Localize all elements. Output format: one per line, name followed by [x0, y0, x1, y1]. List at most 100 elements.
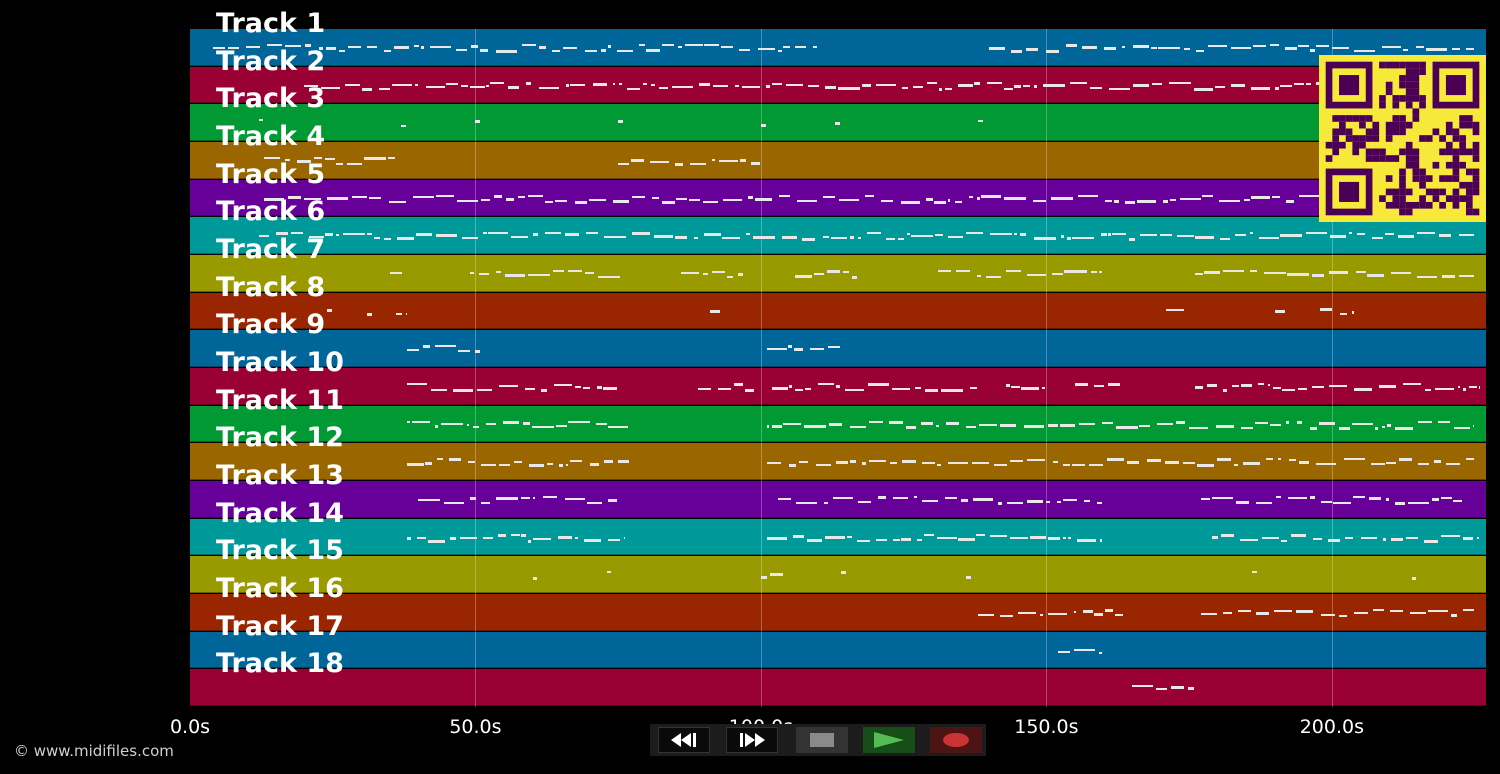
midi-note [799, 461, 809, 464]
track-label: Track 4 [216, 121, 326, 152]
midi-note [425, 85, 445, 88]
midi-note [1005, 269, 1021, 272]
midi-note [470, 44, 479, 48]
midi-note [336, 162, 344, 165]
midi-note [275, 232, 289, 236]
midi-note [1010, 49, 1023, 53]
midi-note [1382, 45, 1401, 48]
midi-note [455, 48, 467, 51]
midi-note [395, 312, 402, 315]
time-gridline [1046, 29, 1048, 707]
midi-note [1297, 387, 1307, 390]
midi-note [1452, 499, 1463, 502]
midi-note [760, 576, 768, 580]
midi-note [1356, 233, 1365, 236]
time-tick-label: 200.0s [1299, 716, 1364, 738]
midi-note [1353, 387, 1373, 391]
midi-note [285, 158, 291, 161]
midi-note [770, 573, 783, 577]
midi-note [1211, 535, 1218, 539]
midi-note [913, 495, 918, 498]
time-tick-label: 50.0s [449, 716, 502, 738]
midi-note [675, 236, 687, 240]
midi-note [902, 86, 909, 89]
midi-note [738, 48, 751, 51]
stop-button[interactable] [796, 727, 848, 753]
midi-note [584, 49, 597, 52]
midi-note [1463, 536, 1473, 540]
midi-note [1026, 273, 1046, 276]
midi-note [1084, 499, 1090, 502]
midi-note [766, 462, 782, 465]
copyright-notice: © www.midifiles.com [14, 742, 174, 760]
midi-note [898, 238, 904, 241]
midi-note [1048, 536, 1060, 540]
record-icon [943, 733, 969, 747]
midi-note [900, 537, 912, 541]
midi-note [1116, 425, 1138, 429]
fast-forward-button[interactable] [726, 727, 778, 753]
midi-note [1034, 84, 1038, 88]
midi-note [1045, 500, 1050, 503]
midi-note [1312, 537, 1323, 540]
midi-note [976, 533, 985, 536]
midi-note [781, 236, 797, 240]
midi-note [435, 424, 439, 428]
rewind-button[interactable] [658, 727, 710, 753]
midi-note [765, 84, 771, 88]
midi-note [431, 388, 448, 391]
midi-note [429, 45, 452, 48]
midi-note [1047, 612, 1068, 615]
midi-note [416, 233, 432, 237]
midi-note [712, 158, 716, 161]
midi-note [1274, 609, 1293, 612]
midi-note [1415, 45, 1424, 48]
track-lane [190, 556, 1486, 593]
midi-note [1032, 199, 1046, 202]
midi-note [327, 196, 349, 200]
midi-note [462, 237, 479, 240]
midi-note [974, 81, 980, 85]
midi-note [1255, 611, 1269, 615]
midi-note [384, 238, 391, 241]
midi-note [939, 87, 942, 91]
record-button[interactable] [930, 727, 982, 753]
midi-note [877, 495, 887, 499]
midi-note [813, 45, 817, 48]
midi-note [1113, 199, 1120, 203]
midi-note [793, 348, 804, 352]
midi-note [849, 460, 856, 464]
midi-note [1222, 269, 1244, 272]
midi-note [287, 195, 302, 199]
midi-note [788, 345, 793, 349]
midi-note [1255, 501, 1272, 504]
midi-note [1395, 501, 1406, 505]
midi-note [1200, 612, 1217, 615]
midi-note [1267, 383, 1271, 386]
midi-note [423, 345, 430, 349]
midi-note [618, 120, 623, 124]
midi-note [290, 232, 303, 235]
midi-note [428, 539, 445, 543]
midi-note [504, 273, 526, 277]
midi-note [1215, 85, 1225, 88]
midi-note [1272, 386, 1281, 389]
midi-note [608, 538, 620, 541]
qr-code-graphic [1325, 61, 1480, 216]
midi-note [1183, 47, 1190, 50]
midi-note [1159, 234, 1172, 237]
track-label: Track 13 [216, 460, 344, 491]
track-label: Track 10 [216, 347, 344, 378]
midi-note [1064, 269, 1087, 273]
midi-note [1215, 424, 1235, 428]
time-gridline [1331, 29, 1333, 707]
midi-note [840, 571, 846, 575]
midi-note [889, 420, 903, 424]
midi-note [751, 161, 760, 165]
midi-note [843, 270, 850, 273]
midi-note [876, 83, 897, 86]
midi-note [1298, 44, 1309, 47]
play-button[interactable] [863, 727, 915, 753]
midi-note [1126, 461, 1140, 465]
midi-note [838, 198, 859, 201]
